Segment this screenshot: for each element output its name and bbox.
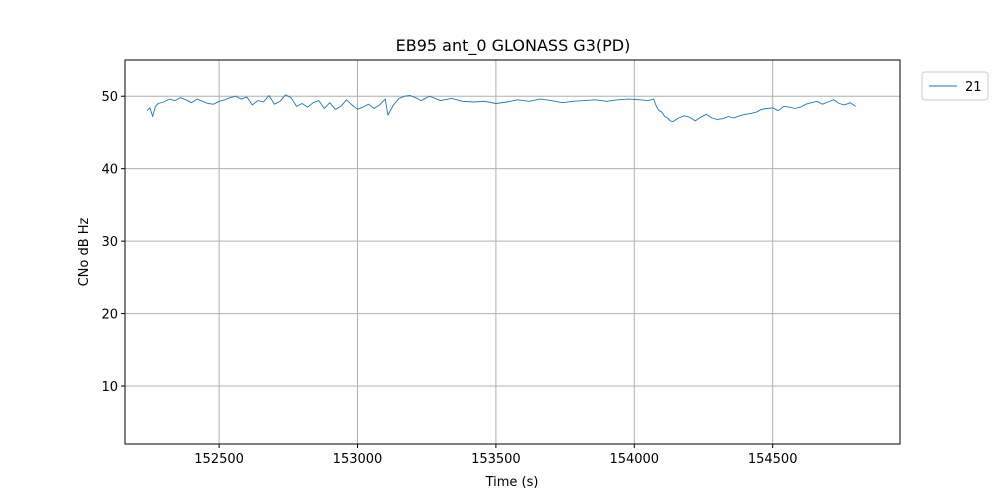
x-tick-label: 152500 [194, 452, 244, 467]
y-tick-label: 40 [101, 163, 118, 178]
x-tick-label: 154500 [748, 452, 798, 467]
legend: 21 [921, 71, 989, 101]
y-tick-label: 50 [101, 90, 118, 105]
legend-entry-label: 21 [965, 80, 982, 95]
y-axis-label: CNo dB Hz [77, 217, 92, 286]
plot-area [124, 59, 901, 445]
y-tick-label: 10 [101, 380, 118, 395]
ticks: 152500 153000 153500 154000 154500 10 20 30 40 50 [101, 90, 797, 467]
x-tick-label: 153500 [471, 452, 521, 467]
x-tick-label: 154000 [609, 452, 659, 467]
y-tick-label: 20 [101, 308, 118, 323]
chart-title: EB95 ant_0 GLONASS G3(PD) [396, 36, 631, 56]
x-axis-label: Time (s) [485, 475, 539, 490]
grid-lines [125, 60, 900, 444]
series-line-21 [146, 94, 856, 123]
series-layer [146, 94, 856, 123]
y-tick-label: 30 [101, 235, 118, 250]
x-tick-label: 153000 [333, 452, 383, 467]
